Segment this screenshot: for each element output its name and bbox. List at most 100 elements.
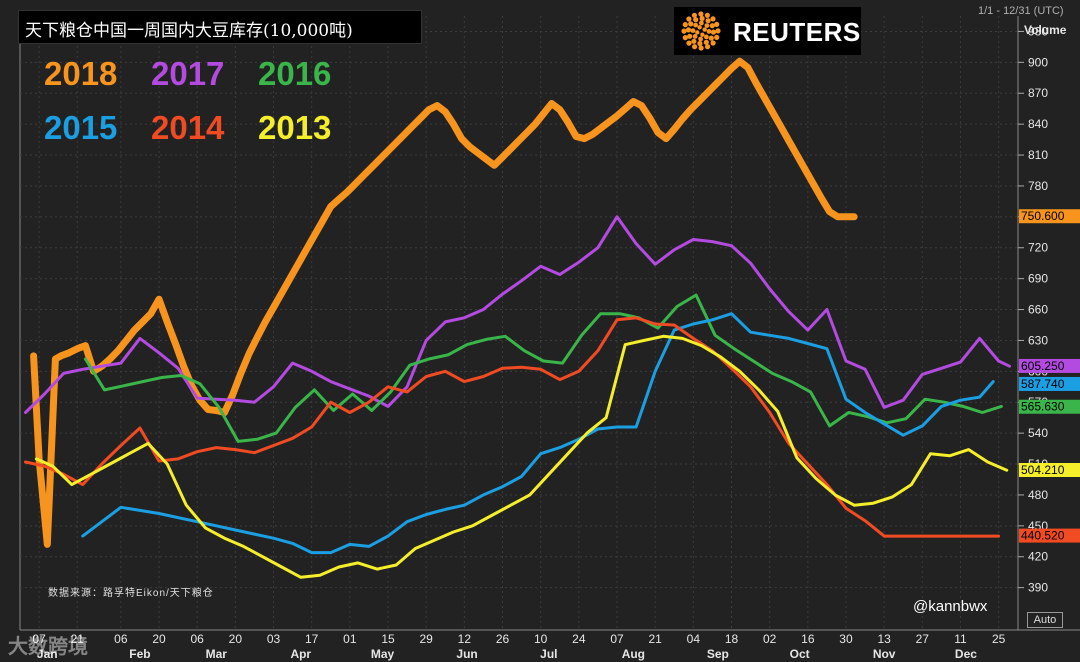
source-note: 数据来源：路孚特Eikon/天下粮仓 [48, 588, 214, 599]
logo-dot [691, 12, 697, 18]
last-value-text: 605.250 [1021, 359, 1065, 373]
y-tick-label: 690 [1028, 272, 1048, 286]
x-tick-label: 01 [343, 632, 357, 646]
logo-dot [698, 45, 704, 51]
last-value-text: 565.630 [1021, 400, 1065, 414]
logo-dot [697, 40, 703, 47]
y-tick-label: 660 [1028, 303, 1048, 317]
last-value-badge [1019, 528, 1080, 543]
x-tick-label: 17 [305, 632, 319, 646]
logo-dot [691, 38, 697, 44]
logo-dot [705, 18, 711, 24]
logo-dot [699, 20, 704, 26]
logo-dot [690, 28, 696, 33]
x-tick-label: 30 [839, 632, 853, 646]
title-box: 天下粮仓中国一周国内大豆库存(10,000吨) [18, 10, 422, 44]
x-month-label: Oct [790, 647, 810, 661]
logo-dot [704, 23, 710, 28]
logo-dot [693, 22, 698, 28]
series-line-2017 [24, 215, 1011, 414]
logo-dot [715, 28, 721, 34]
logo-dot [692, 34, 698, 39]
logo-dot [699, 15, 705, 22]
author-handle: @kannbwx [913, 598, 988, 615]
logo-dot [710, 29, 717, 35]
reuters-logo: REUTERS [674, 7, 861, 55]
x-tick-label: 21 [71, 632, 85, 646]
last-value-badge [1019, 376, 1080, 391]
series-line-2016 [83, 293, 1003, 443]
legend-2016: 2016 [258, 55, 332, 92]
logo-dot [714, 21, 720, 27]
reuters-dots-icon [681, 11, 721, 51]
auto-scale-button[interactable]: Auto [1027, 612, 1063, 628]
last-value-badge [1019, 399, 1080, 414]
logo-dot [708, 35, 714, 41]
last-value-text: 440.520 [1021, 529, 1065, 543]
legend-2015: 2015 [44, 109, 118, 146]
logo-dot [692, 44, 698, 50]
last-value-2013: 504.210 [1019, 463, 1080, 478]
x-tick-label: 11 [954, 632, 967, 646]
series-line-2015 [81, 312, 995, 555]
series-layer [24, 57, 1011, 579]
last-value-badge [1019, 463, 1080, 478]
logo-dot [686, 16, 692, 22]
logo-dot [698, 36, 703, 42]
chart-title: 天下粮仓中国一周国内大豆库存(10,000吨) [25, 21, 353, 41]
x-month-label: Jan [37, 647, 58, 661]
logo-dot [704, 12, 710, 18]
x-tick-label: 29 [419, 632, 433, 646]
x-tick-label: 12 [458, 632, 472, 646]
last-value-2018: 750.600 [1019, 209, 1080, 224]
x-month-label: Nov [873, 647, 896, 661]
x-tick-label: 27 [916, 632, 930, 646]
x-month-label: Mar [206, 647, 228, 661]
x-tick-label: 16 [801, 632, 815, 646]
x-month-label: Feb [129, 647, 150, 661]
x-month-label: Aug [622, 647, 645, 661]
logo-dot [697, 25, 702, 30]
x-tick-label: 20 [229, 632, 243, 646]
x-axis: 07 21 06 20 06 20 03 17 01 15 29 12 26 10 24 07 21 04 18 02… [32, 632, 1005, 661]
legend-2013: 2013 [258, 109, 332, 146]
legend-2018: 2018 [44, 55, 118, 92]
y-tick-label: 420 [1028, 550, 1048, 564]
legend-2017: 2017 [151, 55, 225, 92]
x-tick-label: 06 [114, 632, 128, 646]
logo-dot [682, 22, 688, 28]
y-tick-label: 390 [1028, 581, 1048, 595]
x-month-label: Jul [540, 647, 557, 661]
x-tick-label: 25 [992, 632, 1006, 646]
logo-dot [706, 29, 712, 34]
last-value-badge [1019, 358, 1080, 373]
y-tick-label: 720 [1028, 241, 1048, 255]
x-month-label: May [371, 647, 395, 661]
last-value-text: 504.210 [1021, 463, 1065, 477]
x-tick-label: 03 [267, 632, 281, 646]
logo-dot [698, 11, 704, 17]
volume-label: Volume [1024, 23, 1067, 37]
x-tick-label: 18 [725, 632, 739, 646]
logo-text: REUTERS [733, 17, 861, 47]
series-line-2013 [34, 334, 1009, 579]
logo-dot [700, 32, 705, 37]
last-value-text: 587.740 [1021, 377, 1065, 391]
y-tick-label: 540 [1028, 426, 1048, 440]
logo-dot [714, 34, 720, 40]
last-value-2015: 587.740 [1019, 376, 1080, 391]
y-tick-label: 930 [1028, 24, 1048, 38]
y-tick-label: 480 [1028, 488, 1048, 502]
x-month-label: Apr [290, 647, 311, 661]
x-tick-label: 26 [496, 632, 510, 646]
x-tick-label: 07 [32, 632, 46, 646]
last-value-badge [1019, 209, 1080, 224]
x-month-label: Dec [955, 647, 977, 661]
logo-dot [682, 35, 688, 41]
y-tick-label: 870 [1028, 86, 1048, 100]
date-range[interactable]: 1/1 - 12/31 (UTC) [978, 5, 1064, 17]
logo-dot [702, 27, 707, 32]
x-tick-label: 06 [191, 632, 205, 646]
